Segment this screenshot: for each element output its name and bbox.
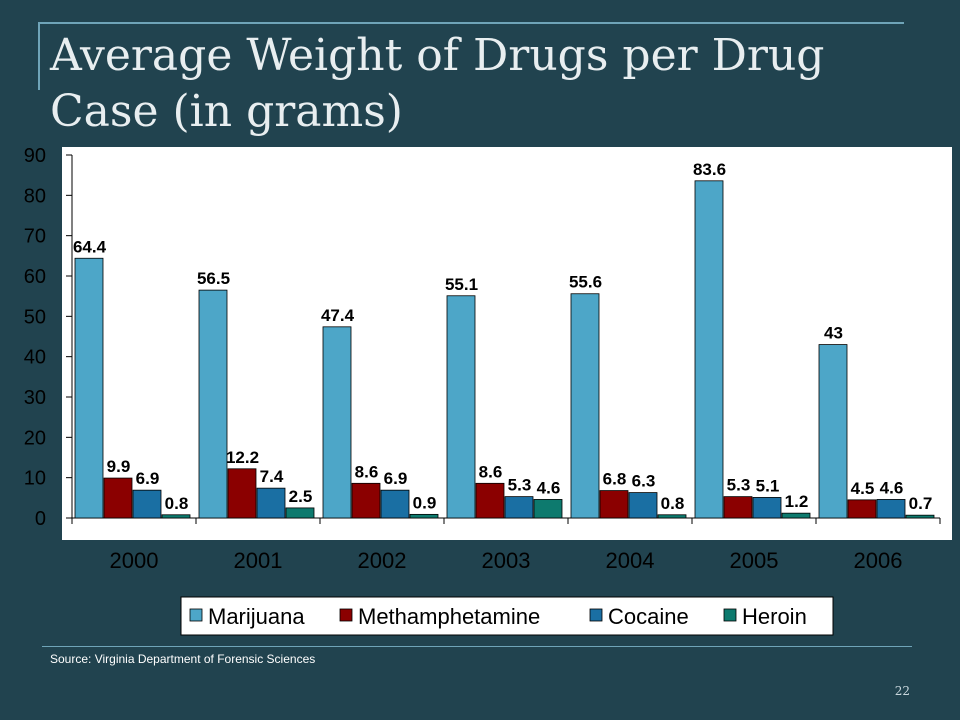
- data-label: 55.6: [569, 273, 602, 292]
- bar-cocaine: [752, 497, 782, 519]
- x-tick-label: 2000: [110, 548, 159, 573]
- bar-methamphetamine: [351, 482, 381, 519]
- value-labels-group: 64.4 56.5 47.4 55.1 55.6 83.6 43 9.9 12.2 8.6 8.6 6…: [73, 160, 932, 513]
- bar-heroin: [657, 514, 687, 519]
- source-note: Source: Virginia Department of Forensic …: [50, 652, 316, 666]
- bar-cocaine: [504, 496, 534, 519]
- bar-heroin: [533, 499, 563, 519]
- data-label: 4.6: [537, 478, 561, 497]
- data-label: 5.1: [756, 476, 780, 495]
- legend-swatch-heroin: [723, 608, 737, 622]
- y-tick-label: 10: [24, 468, 46, 490]
- bar-heroin: [161, 514, 191, 519]
- bar-cocaine: [380, 489, 410, 519]
- y-tick-label: 40: [24, 347, 46, 369]
- x-tick-label: 2006: [854, 548, 903, 573]
- legend-label-methamphetamine: Methamphetamine: [358, 604, 540, 629]
- bar-marijuana: [198, 289, 228, 519]
- x-tick-label: 2002: [358, 548, 407, 573]
- data-label: 4.6: [880, 478, 904, 497]
- bar-cocaine: [132, 489, 162, 519]
- bar-methamphetamine: [475, 482, 505, 519]
- bar-marijuana: [694, 180, 724, 519]
- data-label: 4.5: [851, 479, 875, 498]
- legend-label-heroin: Heroin: [742, 604, 807, 629]
- data-label: 9.9: [107, 457, 131, 476]
- data-label: 56.5: [197, 269, 230, 288]
- bar-methamphetamine: [599, 490, 629, 519]
- bar-marijuana: [322, 326, 352, 519]
- y-tick-label: 0: [35, 508, 46, 530]
- legend-swatch-marijuana: [189, 608, 203, 622]
- data-label: 12.2: [226, 448, 259, 467]
- data-label: 8.6: [479, 462, 503, 481]
- data-label: 83.6: [693, 160, 726, 179]
- y-tick-label: 80: [24, 185, 46, 207]
- data-label: 6.9: [384, 469, 408, 488]
- data-label: 55.1: [445, 275, 478, 294]
- bar-heroin: [781, 512, 811, 519]
- data-label: 64.4: [73, 237, 107, 256]
- data-label: 7.4: [260, 467, 284, 486]
- data-label: 5.3: [508, 476, 532, 495]
- legend-swatch-cocaine: [589, 608, 603, 622]
- legend-label-cocaine: Cocaine: [608, 604, 689, 629]
- page-number: 22: [894, 684, 910, 698]
- title-left-rule: [38, 22, 40, 90]
- bars-group: [74, 180, 935, 519]
- bar-marijuana: [74, 257, 104, 519]
- data-label: 0.8: [165, 494, 189, 513]
- data-label: 43: [824, 324, 843, 343]
- bar-methamphetamine: [847, 499, 877, 519]
- bar-heroin: [285, 507, 315, 519]
- y-tick-label: 60: [24, 266, 46, 288]
- bar-marijuana: [570, 293, 600, 519]
- bar-methamphetamine: [723, 496, 753, 519]
- y-tick-label: 90: [24, 145, 46, 167]
- y-tick-label: 20: [24, 427, 46, 449]
- x-tick-label: 2001: [234, 548, 283, 573]
- x-tick-label: 2005: [730, 548, 779, 573]
- data-label: 1.2: [785, 492, 809, 511]
- footer-rule: [42, 646, 912, 647]
- bar-heroin: [905, 514, 935, 519]
- data-label: 5.3: [727, 476, 751, 495]
- title-top-rule: [38, 22, 904, 24]
- x-tick-label: 2004: [606, 548, 655, 573]
- y-tick-label: 70: [24, 226, 46, 248]
- bar-heroin: [409, 513, 439, 519]
- y-tick-label: 30: [24, 387, 46, 409]
- bar-cocaine: [256, 487, 286, 519]
- data-label: 6.3: [632, 472, 656, 491]
- data-label: 0.8: [661, 494, 685, 513]
- bar-marijuana: [446, 295, 476, 519]
- slide-title: Average Weight of Drugs per Drug Case (i…: [50, 30, 825, 137]
- y-axis: 0 10 20 30 40 50 60 70 80 90: [24, 145, 73, 530]
- data-label: 6.8: [603, 470, 627, 489]
- data-label: 8.6: [355, 462, 379, 481]
- bar-cocaine: [628, 492, 658, 519]
- legend: Marijuana Methamphetamine Cocaine Heroin: [180, 596, 834, 636]
- bar-cocaine: [876, 499, 906, 519]
- legend-label-marijuana: Marijuana: [208, 604, 305, 629]
- data-label: 0.9: [413, 493, 437, 512]
- data-label: 6.9: [136, 469, 160, 488]
- data-label: 47.4: [321, 306, 355, 325]
- bar-marijuana: [818, 344, 848, 519]
- bar-methamphetamine: [227, 468, 257, 519]
- legend-swatch-methamphetamine: [339, 608, 353, 622]
- data-label: 2.5: [289, 487, 313, 506]
- data-label: 0.7: [909, 494, 933, 513]
- bar-methamphetamine: [103, 477, 133, 519]
- x-tick-label: 2003: [482, 548, 531, 573]
- y-tick-label: 50: [24, 306, 46, 328]
